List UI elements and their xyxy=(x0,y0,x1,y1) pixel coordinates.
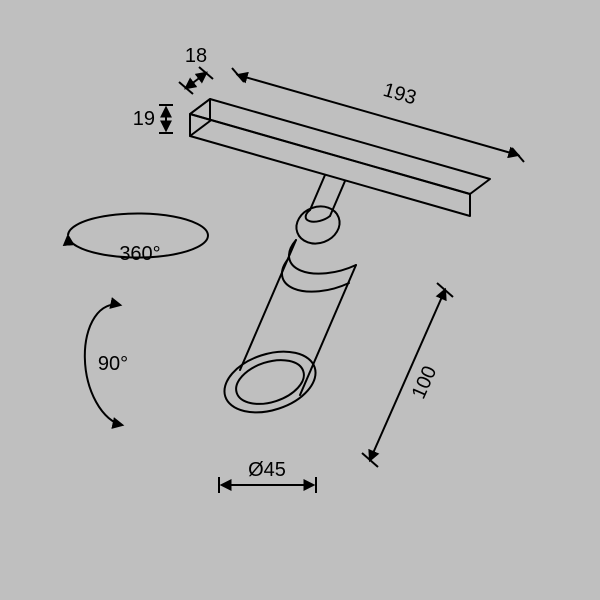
track-rail xyxy=(190,99,490,216)
dim-track-width xyxy=(179,67,213,94)
dim-track-height xyxy=(159,105,173,133)
rotation-90-label: 90° xyxy=(98,353,128,375)
dimension-drawing: 193 18 19 100 Ø45 360° 90° xyxy=(0,0,600,600)
dim-barrel-length-label: 100 xyxy=(408,363,442,402)
dim-track-height-label: 19 xyxy=(133,108,155,130)
rotation-360-label: 360° xyxy=(119,243,160,265)
dim-barrel-dia-label: Ø45 xyxy=(248,459,286,481)
pivot-stem xyxy=(306,175,345,222)
spot-barrel xyxy=(217,201,356,424)
dim-track-width-label: 18 xyxy=(185,45,207,67)
dim-track-length-label: 193 xyxy=(381,79,419,109)
